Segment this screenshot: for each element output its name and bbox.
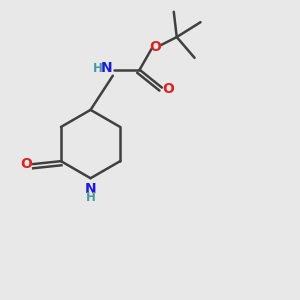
Text: N: N: [101, 61, 113, 75]
Text: O: O: [20, 157, 32, 171]
Text: N: N: [85, 182, 96, 196]
Text: O: O: [162, 82, 174, 96]
Text: H: H: [93, 62, 103, 75]
Text: O: O: [149, 40, 161, 54]
Text: H: H: [85, 191, 95, 204]
